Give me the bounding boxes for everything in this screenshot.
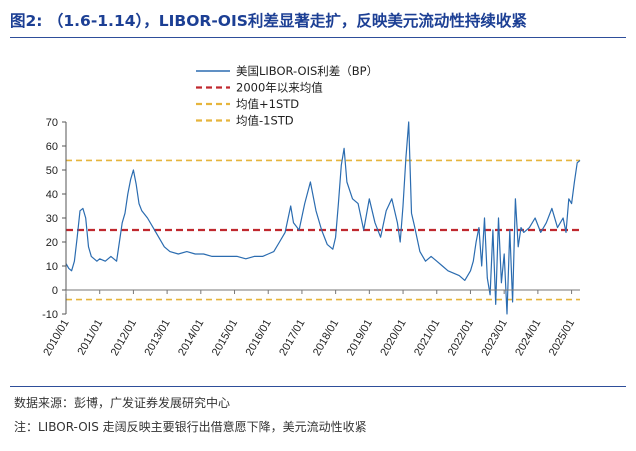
- legend-label: 2000年以来均值: [236, 81, 323, 95]
- y-tick-label: 30: [46, 213, 58, 225]
- x-tick-label: 2013/01: [142, 318, 172, 358]
- y-tick-label: 50: [46, 165, 58, 177]
- y-tick-label: 40: [46, 189, 58, 201]
- reference-lines: [66, 159, 580, 301]
- x-tick-label: 2023/01: [479, 318, 509, 358]
- source-note: 数据来源：彭博，广发证券发展研究中心: [14, 396, 231, 410]
- series-line: [65, 121, 581, 315]
- legend-label: 均值-1STD: [236, 114, 294, 128]
- x-tick-label: 2016/01: [244, 318, 274, 358]
- series-layer: [65, 121, 581, 315]
- x-tick-label: 2010/01: [41, 318, 71, 358]
- x-tick-label: 2020/01: [378, 318, 408, 358]
- x-tick-label: 2021/01: [412, 318, 442, 358]
- y-tick-label: 0: [52, 285, 58, 297]
- y-tick-label: -10: [42, 309, 58, 321]
- x-tick-label: 2025/01: [547, 318, 577, 358]
- x-tick-label: 2024/01: [513, 318, 543, 358]
- x-tick-label: 2015/01: [210, 318, 240, 358]
- legend-label: 美国LIBOR-OIS利差（BP）: [236, 64, 378, 78]
- x-tick-label: 2014/01: [176, 318, 206, 358]
- y-tick-label: 60: [46, 141, 58, 153]
- y-tick-label: 20: [46, 237, 58, 249]
- legend-label: 均值+1STD: [236, 97, 299, 111]
- footnote: 注：LIBOR-OIS 走阔反映主要银行出借意愿下降，美元流动性收紧: [14, 420, 367, 434]
- x-tick-label: 2017/01: [277, 318, 307, 358]
- header-divider: [10, 37, 626, 38]
- x-tick-label: 2022/01: [446, 317, 476, 357]
- x-tick-label: 2012/01: [109, 318, 139, 358]
- y-tick-label: 10: [46, 261, 58, 273]
- x-tick-label: 2018/01: [311, 318, 341, 358]
- page-title: 图2: （1.6-1.14），LIBOR-OIS利差显著走扩，反映美元流动性持续…: [10, 12, 527, 30]
- x-tick-label: 2019/01: [345, 318, 375, 358]
- footer-divider: [10, 386, 626, 387]
- x-tick-label: 2011/01: [75, 318, 105, 358]
- y-tick-label: 70: [46, 117, 58, 129]
